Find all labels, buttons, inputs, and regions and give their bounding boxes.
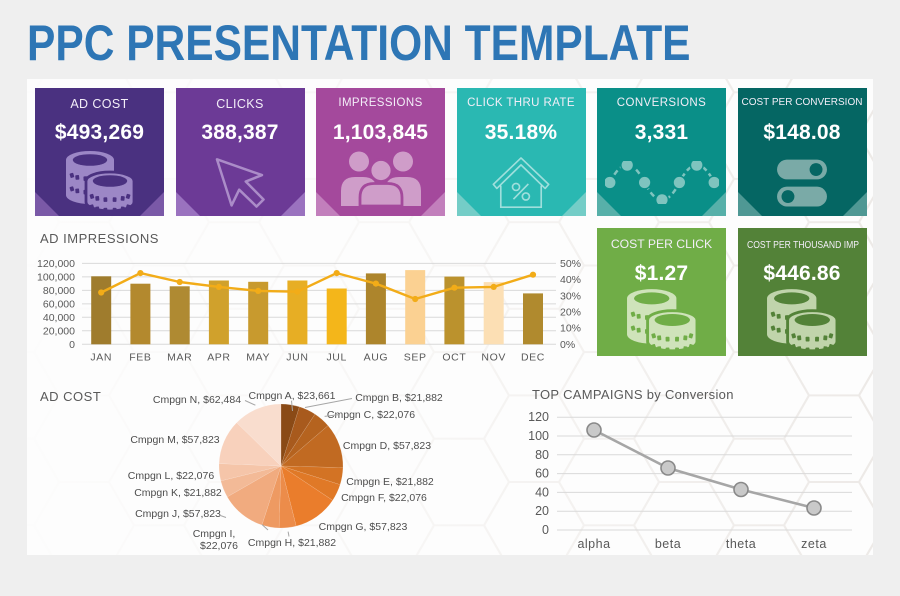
svg-text:20,000: 20,000 [43, 325, 75, 337]
svg-text:MAY: MAY [246, 351, 270, 363]
svg-text:SEP: SEP [404, 351, 427, 363]
svg-text:30%: 30% [560, 290, 581, 302]
svg-text:120,000: 120,000 [37, 258, 75, 270]
svg-text:Cmpgn C, $22,076: Cmpgn C, $22,076 [327, 409, 415, 421]
svg-text:Cmpgn A, $23,661: Cmpgn A, $23,661 [249, 390, 336, 402]
svg-text:JAN: JAN [90, 351, 112, 363]
svg-text:OCT: OCT [442, 351, 466, 363]
svg-text:120: 120 [528, 410, 549, 424]
svg-text:FEB: FEB [129, 351, 151, 363]
svg-text:60,000: 60,000 [43, 298, 75, 310]
svg-text:20: 20 [535, 504, 549, 518]
svg-text:Cmpgn L, $22,076: Cmpgn L, $22,076 [128, 470, 215, 482]
svg-text:alpha: alpha [577, 537, 610, 551]
svg-text:Cmpgn I,: Cmpgn I, [193, 528, 236, 540]
svg-text:0: 0 [542, 523, 549, 537]
svg-text:0%: 0% [560, 339, 575, 351]
svg-text:10%: 10% [560, 323, 581, 335]
svg-text:JUL: JUL [326, 351, 346, 363]
svg-text:40%: 40% [560, 274, 581, 286]
svg-text:APR: APR [207, 351, 230, 363]
svg-text:20%: 20% [560, 306, 581, 318]
svg-text:AUG: AUG [364, 351, 389, 363]
svg-text:MAR: MAR [167, 351, 192, 363]
svg-text:Cmpgn F, $22,076: Cmpgn F, $22,076 [341, 492, 427, 504]
svg-text:NOV: NOV [481, 351, 506, 363]
svg-text:100,000: 100,000 [37, 271, 75, 283]
svg-text:Cmpgn E, $21,882: Cmpgn E, $21,882 [346, 476, 434, 488]
svg-text:JUN: JUN [286, 351, 308, 363]
svg-text:$22,076: $22,076 [200, 540, 238, 552]
svg-text:Cmpgn K, $21,882: Cmpgn K, $21,882 [134, 487, 222, 499]
svg-text:Cmpgn G, $57,823: Cmpgn G, $57,823 [319, 521, 408, 533]
svg-text:zeta: zeta [801, 537, 827, 551]
svg-text:DEC: DEC [521, 351, 545, 363]
svg-text:beta: beta [655, 537, 681, 551]
svg-text:80: 80 [535, 448, 549, 462]
svg-text:theta: theta [726, 537, 756, 551]
svg-text:100: 100 [528, 429, 549, 443]
svg-text:40,000: 40,000 [43, 312, 75, 324]
svg-text:Cmpgn D, $57,823: Cmpgn D, $57,823 [343, 440, 431, 452]
svg-text:50%: 50% [560, 258, 581, 270]
svg-text:60: 60 [535, 467, 549, 481]
svg-text:Cmpgn N, $62,484: Cmpgn N, $62,484 [153, 394, 241, 406]
svg-text:Cmpgn M, $57,823: Cmpgn M, $57,823 [130, 434, 219, 446]
svg-text:Cmpgn B, $21,882: Cmpgn B, $21,882 [355, 392, 443, 404]
svg-text:Cmpgn J, $57,823: Cmpgn J, $57,823 [135, 508, 221, 520]
svg-text:0: 0 [69, 339, 75, 351]
svg-text:80,000: 80,000 [43, 285, 75, 297]
svg-text:40: 40 [535, 485, 549, 499]
svg-text:Cmpgn H, $21,882: Cmpgn H, $21,882 [248, 537, 336, 549]
